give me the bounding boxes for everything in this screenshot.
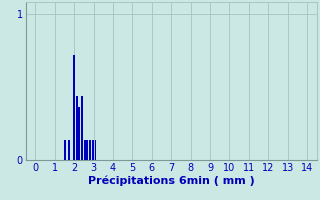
- Bar: [76, 96, 78, 160]
- Bar: [78, 107, 80, 160]
- Bar: [73, 55, 75, 160]
- Bar: [81, 96, 83, 160]
- Bar: [94, 140, 96, 160]
- Bar: [84, 140, 86, 160]
- Bar: [64, 140, 66, 160]
- Bar: [86, 140, 88, 160]
- Bar: [89, 140, 91, 160]
- Bar: [68, 140, 70, 160]
- X-axis label: Précipitations 6min ( mm ): Précipitations 6min ( mm ): [88, 176, 255, 186]
- Bar: [92, 140, 93, 160]
